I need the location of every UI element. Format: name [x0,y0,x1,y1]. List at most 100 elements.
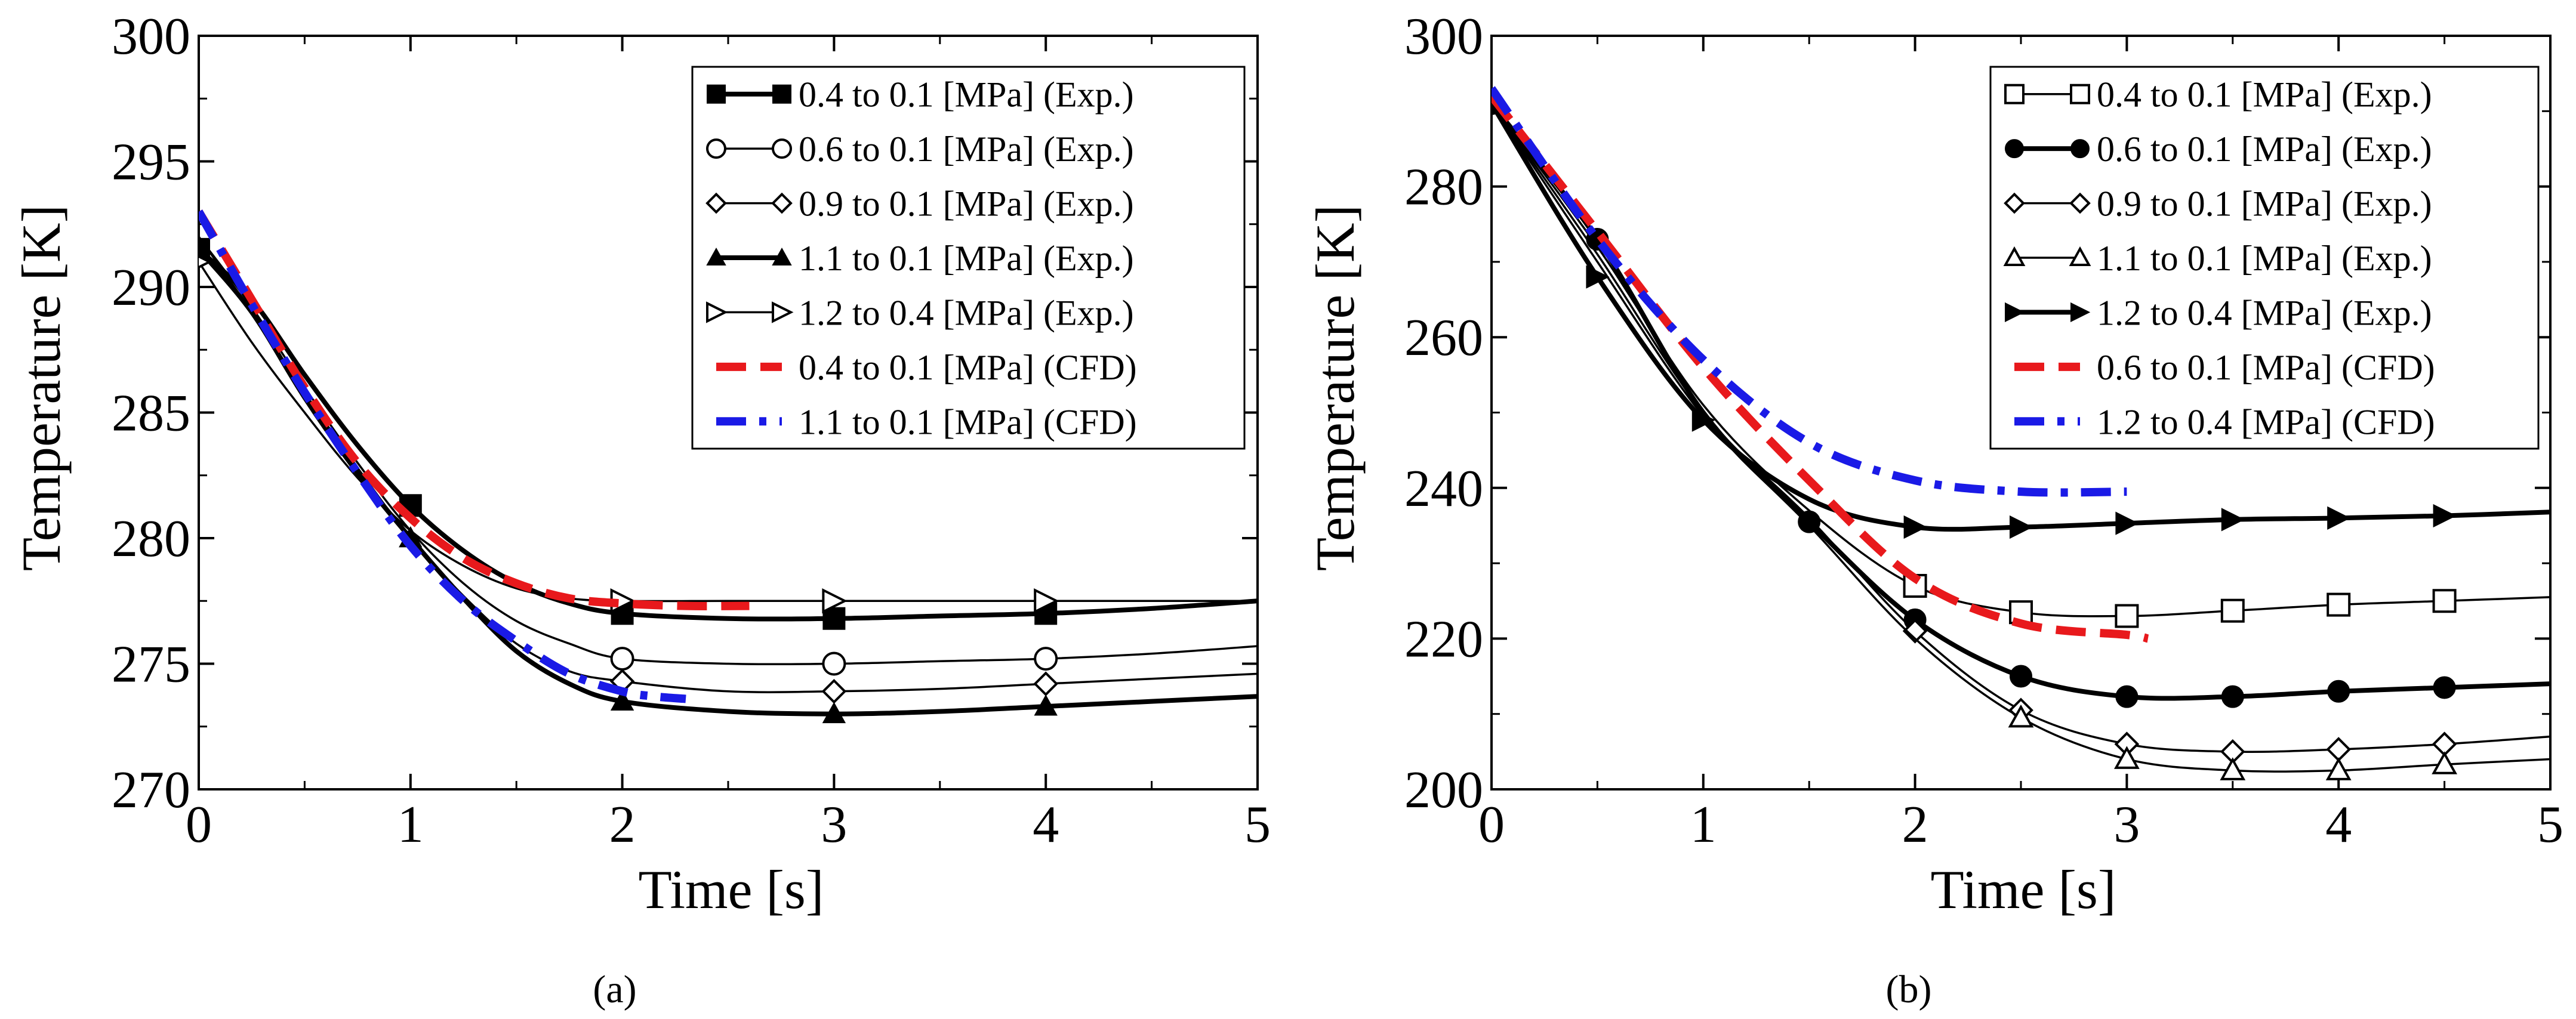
legend-marker [772,84,791,104]
legend-marker [2004,84,2025,104]
data-point [2010,515,2033,539]
series-line [1492,86,2127,497]
legend-marker [706,301,728,323]
data-point [199,237,211,259]
legend-marker [706,138,726,159]
y-tick-label: 200 [1404,761,1483,819]
legend-marker [771,192,793,214]
data-point [1798,510,1821,533]
legend-item: 0.6 to 0.1 [MPa] (Exp.) [2005,129,2432,169]
data-point [1033,671,1059,697]
x-tick-label: 0 [1478,796,1505,854]
y-tick-label: 300 [112,8,190,66]
y-tick-label: 240 [1404,460,1483,518]
series-7 [199,209,686,703]
legend-label: 1.1 to 0.1 [MPa] (Exp.) [799,239,1134,278]
data-point [2220,598,2245,623]
legend-item: 0.4 to 0.1 [MPa] (Exp.) [2004,75,2432,115]
panel-label-b: (b) [1886,968,1932,1011]
x-tick-label: 5 [1244,796,1271,854]
legend-label: 1.1 to 0.1 [MPa] (CFD) [799,402,1137,441]
legend-marker [706,247,726,265]
legend-label: 1.2 to 0.4 [MPa] (Exp.) [2097,293,2432,332]
legend-label: 0.9 to 0.1 [MPa] (Exp.) [799,184,1134,224]
series-6 [199,209,750,610]
legend-marker [772,138,792,159]
legend-item: 0.9 to 0.1 [MPa] (Exp.) [705,184,1134,224]
data-point [1034,588,1059,614]
legend-marker [2070,84,2090,104]
y-tick-label: 220 [1404,610,1483,668]
legend-marker [705,192,727,214]
legend-item: 1.2 to 0.4 [MPa] (Exp.) [706,293,1134,332]
legend-label: 1.1 to 0.1 [MPa] (Exp.) [2097,239,2432,278]
data-point [2433,676,2456,699]
data-point [2221,508,2245,532]
x-tick-label: 4 [1033,796,1059,854]
y-tick-label: 300 [1404,8,1483,66]
series-line [199,209,686,703]
data-point [610,689,634,711]
legend-item: 1.2 to 0.4 [MPa] (Exp.) [2005,293,2432,332]
data-point [2115,685,2139,708]
x-tick-label: 1 [1690,796,1717,854]
data-point [821,678,847,704]
data-point [2114,746,2140,769]
y-tick-label: 260 [1404,309,1483,367]
legend-label: 0.9 to 0.1 [MPa] (Exp.) [2097,184,2432,224]
legend-item: 1.2 to 0.4 [MPa] (CFD) [2014,402,2435,441]
legend-marker [2003,246,2026,266]
data-point [822,702,846,724]
legend-label: 0.6 to 0.1 [MPa] (Exp.) [2097,129,2432,169]
x-tick-label: 3 [2113,796,2140,854]
legend-item: 0.9 to 0.1 [MPa] (Exp.) [2004,184,2432,224]
legend-item: 0.4 to 0.1 [MPa] (CFD) [716,348,1137,387]
legend-marker [2005,302,2025,323]
y-axis-title-a: Temperature [K] [11,205,72,571]
y-tick-label: 295 [112,134,190,192]
legend-label: 0.4 to 0.1 [MPa] (Exp.) [799,75,1134,115]
series-group-b [1492,86,2550,780]
series-line [1492,102,2550,701]
x-axis-title-a: Time [s] [639,859,824,920]
chart-b: 0 1 2 3 4 5 200 220 240 260 280 300 Time [s] Temper… [1305,8,2563,1011]
legend-marker [2069,246,2091,266]
legend-marker [2070,139,2090,159]
legend-marker [772,247,792,265]
legend-marker [2004,192,2025,214]
data-point [610,647,634,671]
ticks-b: 0 1 2 3 4 5 200 220 240 260 280 300 [1404,8,2563,854]
x-tick-label: 3 [821,796,847,854]
y-tick-label: 280 [1404,159,1483,217]
legend-marker [2069,192,2091,214]
data-point [2433,504,2457,528]
data-point [822,588,848,614]
data-point [1034,694,1058,716]
ticks-a: 0 1 2 3 4 5 270 275 280 285 290 295 300 [112,8,1271,854]
data-point [1902,618,1928,644]
data-point [2432,589,2457,613]
legend-item: 0.6 to 0.1 [MPa] (CFD) [2014,348,2435,387]
series-line [1492,102,2550,532]
data-point [1586,265,1610,289]
data-point [822,607,846,630]
data-point [822,651,846,676]
legend-label: 1.2 to 0.4 [MPa] (Exp.) [799,293,1134,332]
data-point [2432,751,2457,774]
legend-item: 1.1 to 0.1 [MPa] (CFD) [716,402,1137,441]
data-point [2115,511,2139,535]
legend-label: 0.6 to 0.1 [MPa] (Exp.) [799,129,1134,169]
series-group-a [199,209,1258,724]
legend-marker [707,84,726,104]
legend-item: 1.1 to 0.1 [MPa] (Exp.) [2003,239,2432,278]
data-point [1034,647,1058,671]
legend-label: 0.4 to 0.1 [MPa] (Exp.) [2097,75,2432,115]
data-point [2326,737,2352,762]
series-4 [1492,103,2550,780]
data-point [2221,685,2244,708]
data-point [2327,592,2351,617]
y-tick-label: 280 [112,510,190,568]
data-point [2008,704,2034,728]
y-tick-label: 270 [112,761,190,819]
